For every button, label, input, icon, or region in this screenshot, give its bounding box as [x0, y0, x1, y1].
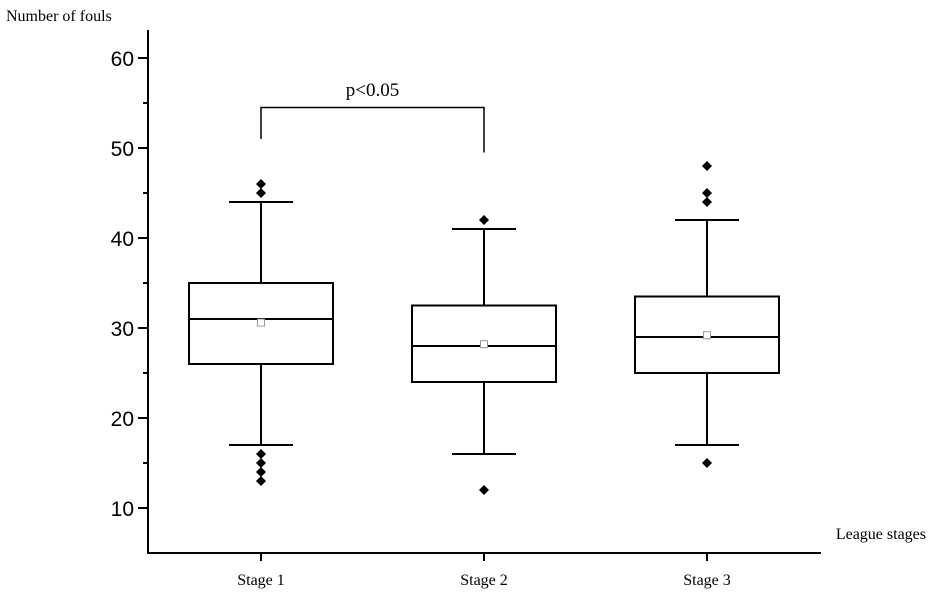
- outlier-point: [702, 161, 712, 171]
- significance-annotation: p<0.05: [260, 80, 485, 153]
- significance-label: p<0.05: [346, 80, 399, 101]
- x-ticks: Stage 1 Stage 2 Stage 3: [237, 553, 731, 589]
- y-tick-label: 60: [111, 48, 134, 71]
- box-1: [188, 179, 334, 486]
- outlier-point: [256, 179, 266, 189]
- mean-marker: [480, 340, 488, 349]
- outlier-point: [702, 458, 712, 468]
- box-2: [411, 215, 557, 495]
- y-ticks: 10 20 30 40 50 60: [111, 48, 148, 521]
- y-tick-label: 10: [111, 498, 134, 521]
- y-tick-label: 20: [111, 408, 134, 431]
- significance-bracket: [260, 106, 485, 153]
- x-tick-label: Stage 1: [237, 572, 285, 589]
- box-3: [634, 161, 780, 468]
- outlier-point: [702, 188, 712, 198]
- outlier-point: [256, 467, 266, 477]
- y-tick-label: 30: [111, 318, 134, 341]
- x-tick-label: Stage 2: [460, 572, 508, 589]
- outlier-point: [479, 485, 489, 495]
- x-axis-label: League stages: [836, 526, 926, 543]
- outlier-point: [256, 449, 266, 459]
- outlier-point: [479, 215, 489, 225]
- outlier-point: [256, 458, 266, 468]
- y-tick-label: 50: [111, 138, 134, 161]
- outlier-point: [256, 188, 266, 198]
- mean-marker: [257, 318, 265, 327]
- outlier-point: [702, 197, 712, 207]
- mean-marker: [703, 331, 711, 340]
- boxes: [188, 161, 780, 495]
- y-axis-label: Number of fouls: [6, 8, 112, 25]
- x-tick-label: Stage 3: [683, 572, 731, 589]
- y-tick-label: 40: [111, 228, 134, 251]
- outlier-point: [256, 476, 266, 486]
